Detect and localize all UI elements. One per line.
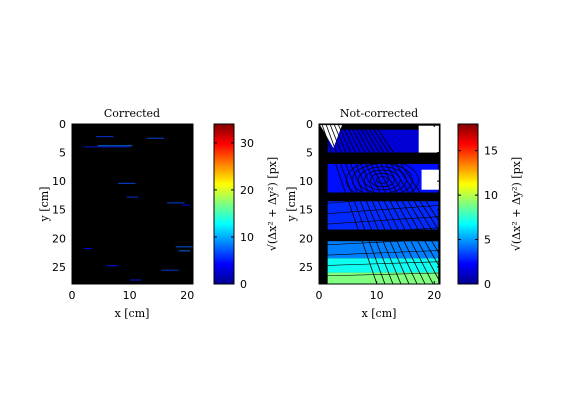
- not-corrected-scan-line: [345, 124, 426, 284]
- not-corrected-scan-line: [329, 124, 394, 284]
- not-corrected-xtick-label: 20: [427, 289, 441, 302]
- not-corrected-colorbar: 0 5 10 15 √(Δx² + Δy²) [px]: [457, 123, 523, 291]
- corrected-xtick-label: 0: [69, 289, 76, 302]
- corrected-xtick-label: 10: [123, 289, 137, 302]
- not-corrected-mask-right-2: [421, 169, 439, 190]
- not-corrected-ytick-label: 15: [299, 204, 313, 217]
- corrected-plot-area: [72, 124, 193, 284]
- corrected-colorbar-tick-label: 10: [240, 231, 254, 244]
- not-corrected-gap-band: [319, 192, 440, 202]
- corrected-colorbar-gradient: [213, 123, 235, 285]
- not-corrected-colorbar-gradient: [457, 123, 479, 285]
- corrected-colorbar-label: √(Δx² + Δy²) [px]: [266, 157, 279, 251]
- corrected-title: Corrected: [104, 107, 160, 120]
- not-corrected-ytick-label: 0: [306, 118, 313, 131]
- corrected-ytick-label: 25: [52, 261, 66, 274]
- corrected-colorbar: 0 10 20 30 √(Δx² + Δy²) [px]: [213, 123, 279, 291]
- corrected-ytick-label: 10: [52, 175, 66, 188]
- not-corrected-scan-line: [319, 250, 440, 256]
- not-corrected-xtick-label: 10: [370, 289, 384, 302]
- not-corrected-colorbar-tick-label: 10: [484, 189, 498, 202]
- not-corrected-xlabel: x [cm]: [362, 307, 397, 320]
- not-corrected-scan-line: [333, 124, 402, 284]
- not-corrected-scan-line: [325, 124, 386, 284]
- corrected-xlabel: x [cm]: [115, 307, 150, 320]
- not-corrected-scan-line: [319, 204, 440, 215]
- not-corrected-ytick-label: 10: [299, 175, 313, 188]
- not-corrected-scan-line: [319, 261, 440, 267]
- corrected-axes-box: [71, 123, 194, 285]
- not-corrected-gap-band: [319, 229, 440, 242]
- not-corrected-scan-line: [353, 124, 440, 283]
- not-corrected-scan-line: [321, 124, 378, 284]
- not-corrected-xtick-label: 0: [316, 289, 323, 302]
- not-corrected-data-marks: [319, 124, 440, 284]
- corrected-data-marks: [83, 136, 193, 281]
- not-corrected-scan-line: [341, 124, 418, 284]
- not-corrected-colorbar-label: √(Δx² + Δy²) [px]: [510, 157, 523, 251]
- not-corrected-scan-line: [319, 272, 440, 277]
- corrected-colorbar-tick-label: 0: [240, 278, 247, 291]
- not-corrected-colorbar-tick-label: 5: [484, 234, 491, 247]
- not-corrected-contour: [364, 169, 401, 191]
- not-corrected-scan-line: [337, 124, 410, 284]
- corrected-ylabel: y [cm]: [38, 187, 51, 223]
- not-corrected-ytick-label: 5: [306, 147, 313, 160]
- not-corrected-band: [327, 258, 439, 273]
- corrected-ytick-label: 0: [59, 118, 66, 131]
- not-corrected-scan-line: [373, 124, 440, 223]
- not-corrected-scan-line: [365, 124, 440, 244]
- not-corrected-scan-line: [349, 124, 434, 284]
- not-corrected-panel: Not-corrected 0 10 20 0 5 10 15 20 25 x [cm] y […: [285, 107, 523, 320]
- not-corrected-colorbar-tick-label: 15: [484, 145, 498, 158]
- corrected-ytick-label: 15: [52, 204, 66, 217]
- corrected-colorbar-tick-label: 20: [240, 184, 254, 197]
- not-corrected-gap-band: [319, 152, 440, 164]
- corrected-axes: 0 10 20 0 5 10 15 20 25: [52, 118, 194, 302]
- not-corrected-colorbar-tick-label: 0: [484, 278, 491, 291]
- not-corrected-scan-line: [357, 124, 440, 269]
- not-corrected-scan-line: [361, 124, 440, 256]
- not-corrected-axes: 0 10 20 0 5 10 15 20 25: [299, 118, 441, 302]
- not-corrected-ylabel: y [cm]: [285, 187, 298, 223]
- not-corrected-ytick-label: 25: [299, 261, 313, 274]
- not-corrected-scan-line: [319, 216, 440, 225]
- not-corrected-axes-box: [318, 123, 441, 285]
- not-corrected-title: Not-corrected: [340, 107, 418, 120]
- not-corrected-ytick-label: 20: [299, 232, 313, 245]
- not-corrected-band: [327, 129, 439, 153]
- corrected-colorbar-tick-label: 30: [240, 137, 254, 150]
- corrected-xtick-label: 20: [180, 289, 194, 302]
- corrected-ytick-label: 5: [59, 147, 66, 160]
- corrected-ytick-label: 20: [52, 232, 66, 245]
- not-corrected-mask-right: [418, 125, 439, 159]
- not-corrected-scan-line: [369, 124, 440, 234]
